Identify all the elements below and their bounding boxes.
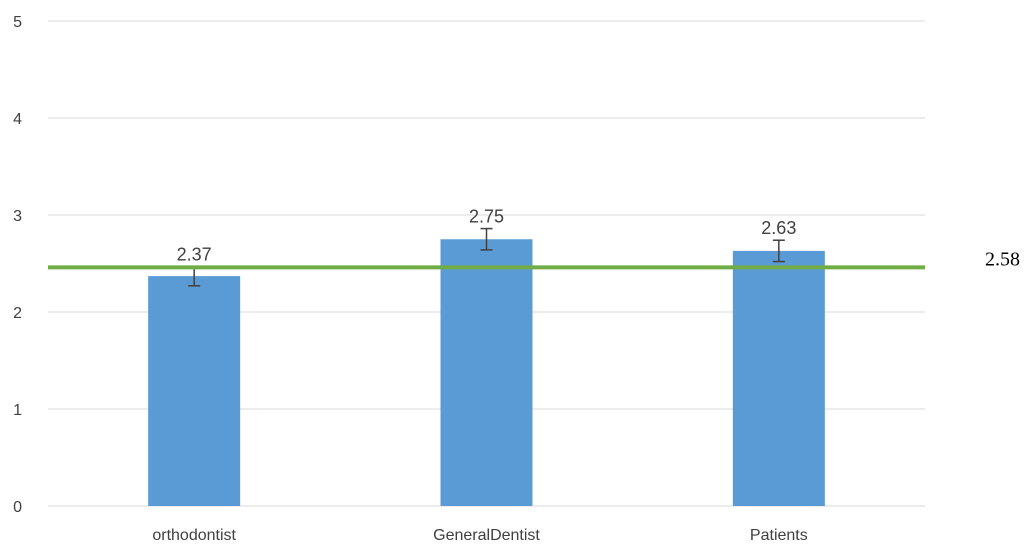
y-tick-label: 4 [13, 111, 22, 128]
x-tick-label: GeneralDentist [433, 527, 540, 544]
data-label: 2.75 [469, 207, 504, 227]
reference-line-group: 2.58 [48, 248, 1020, 270]
x-axis-tick-labels: orthodontist GeneralDentist Patients [152, 527, 807, 544]
error-bar [480, 227, 493, 251]
y-tick-label: 0 [13, 499, 22, 516]
y-tick-label: 1 [13, 402, 22, 419]
bar-generaldentist [440, 239, 533, 506]
bar-patients [732, 250, 825, 506]
bar-orthodontist [148, 276, 241, 506]
error-bars [188, 227, 785, 287]
y-tick-label: 3 [13, 208, 22, 225]
y-tick-label: 5 [13, 14, 22, 31]
y-axis-tick-labels: 0 1 2 3 4 5 [13, 14, 22, 516]
data-label: 2.63 [761, 218, 796, 238]
x-tick-label: orthodontist [152, 527, 236, 544]
bars [148, 239, 825, 506]
data-label: 2.37 [177, 244, 212, 264]
error-bar [772, 239, 785, 263]
x-tick-label: Patients [750, 527, 808, 544]
data-labels: 2.37 2.75 2.63 [177, 207, 797, 265]
y-tick-label: 2 [13, 305, 22, 322]
reference-line-label: 2.58 [985, 248, 1020, 270]
